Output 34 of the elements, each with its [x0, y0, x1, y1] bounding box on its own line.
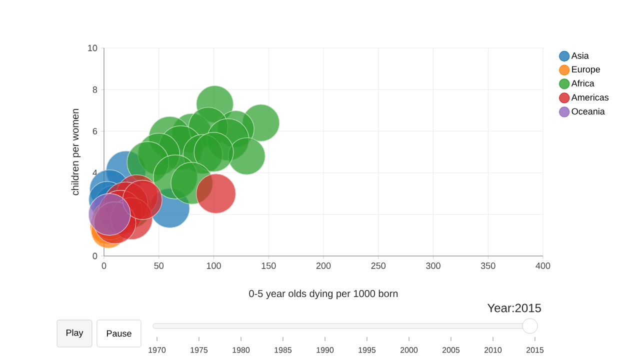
legend-label: Europe — [572, 66, 600, 74]
x-tick-label: 250 — [371, 262, 386, 269]
x-tick-label: 350 — [480, 262, 496, 269]
y-axis-title: children per women — [71, 109, 81, 196]
text: 2015 — [526, 347, 544, 353]
x-tick-label: 400 — [536, 262, 550, 269]
y-tick-label: 6 — [92, 128, 98, 134]
text: Play — [66, 329, 84, 338]
y-tick-label: 10 — [88, 44, 98, 52]
text: 1990 — [316, 347, 334, 353]
text: Pause — [106, 330, 132, 337]
legend-label: Oceania — [572, 108, 605, 115]
text: 2005 — [442, 347, 460, 353]
text: Year:2015 — [487, 304, 541, 312]
text: 2010 — [484, 347, 502, 353]
legend-label: Asia — [571, 52, 589, 59]
text: 2000 — [400, 347, 418, 353]
y-tick-label: 4 — [92, 170, 98, 176]
text: 1975 — [190, 347, 208, 353]
legend-label: Africa — [571, 80, 594, 87]
x-tick-label: 200 — [316, 262, 331, 269]
x-tick-label: 50 — [154, 262, 164, 269]
x-tick-label: 100 — [206, 262, 221, 269]
y-tick-label: 0 — [92, 252, 98, 260]
x-tick-label: 300 — [426, 262, 440, 269]
text: 1985 — [274, 347, 292, 353]
legend-label: Americas — [571, 94, 609, 101]
x-tick-label: 0 — [102, 262, 106, 269]
text: 1970 — [148, 347, 166, 353]
text: 1995 — [358, 347, 376, 353]
x-tick-label: 150 — [262, 262, 276, 269]
y-tick-label: 8 — [92, 86, 98, 93]
x-axis-title: 0-5 year olds dying per 1000 born — [249, 290, 398, 300]
text: 1980 — [232, 347, 250, 353]
